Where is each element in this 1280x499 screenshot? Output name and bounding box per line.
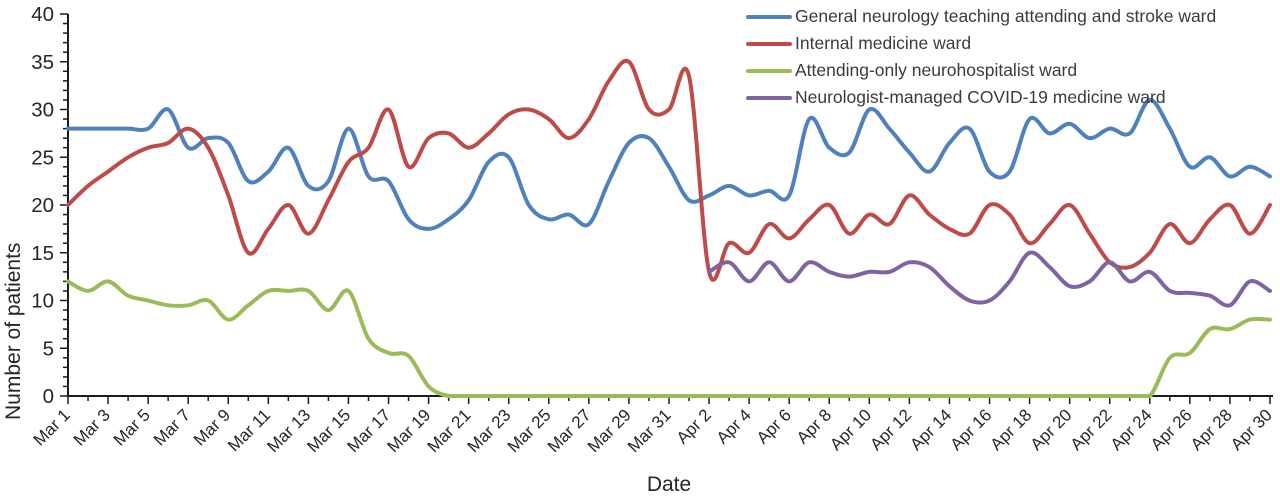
x-tick-label: Apr 4: [713, 405, 755, 447]
legend-item: Internal medicine ward: [746, 30, 1216, 57]
y-axis-title: Number of patients: [2, 242, 25, 420]
y-axis-labels: 0 5 10 15 20 25 30 35 40: [31, 3, 54, 408]
x-tick-label: Apr 22: [1067, 405, 1116, 454]
legend-label: Attending-only neurohospitalist ward: [795, 60, 1078, 80]
x-tick-label: Mar 7: [150, 405, 194, 449]
y-tick-label: 35: [31, 51, 54, 74]
legend-item: Attending-only neurohospitalist ward: [746, 57, 1216, 84]
x-tick-label: Mar 31: [624, 405, 675, 456]
x-tick-label: Mar 27: [544, 405, 595, 456]
x-tick-label: Mar 23: [464, 405, 515, 456]
legend-line-swatch: [746, 41, 792, 46]
x-tick-label: Apr 28: [1187, 405, 1236, 454]
x-tick-label: Mar 3: [70, 405, 114, 449]
legend-line-swatch: [746, 68, 792, 73]
y-tick-label: 40: [31, 3, 54, 26]
x-tick-label: Apr 12: [866, 405, 915, 454]
x-tick-label: Apr 20: [1027, 405, 1076, 454]
x-tick-label: Mar 29: [584, 405, 635, 456]
legend-label: General neurology teaching attending and…: [795, 6, 1217, 26]
x-tick-label: Mar 1: [30, 405, 74, 449]
legend-label: Neurologist-managed COVID-19 medicine wa…: [795, 87, 1166, 107]
legend-line-swatch: [746, 14, 792, 19]
x-tick-label: Mar 13: [263, 405, 314, 456]
x-tick-label: Mar 25: [504, 405, 555, 456]
x-tick-label: Mar 19: [384, 405, 435, 456]
y-tick-label: 15: [31, 242, 54, 265]
series-line-neurologist-managed-covid-19-medicine-wa: [707, 250, 1272, 308]
y-tick-label: 0: [43, 385, 54, 408]
y-tick-label: 30: [31, 99, 54, 122]
chart-legend: General neurology teaching attending and…: [746, 3, 1216, 111]
x-tick-label: Mar 21: [424, 405, 475, 456]
legend-item: Neurologist-managed COVID-19 medicine wa…: [746, 84, 1216, 111]
legend-label: Internal medicine ward: [795, 33, 972, 53]
y-tick-label: 25: [31, 146, 54, 169]
x-tick-label: Apr 6: [753, 405, 795, 447]
x-tick-label: Mar 5: [110, 405, 154, 449]
x-tick-label: Apr 2: [673, 405, 715, 447]
x-tick-label: Mar 15: [303, 405, 354, 456]
series-line-attending-only-neurohospitalist-ward: [66, 279, 1272, 399]
y-tick-label: 10: [31, 290, 54, 313]
x-tick-label: Apr 14: [906, 405, 955, 454]
x-tick-label: Apr 16: [947, 405, 996, 454]
series-line-internal-medicine-ward: [66, 58, 1272, 282]
x-tick-label: Apr 10: [826, 405, 875, 454]
y-tick-label: 20: [31, 194, 54, 217]
legend-item: General neurology teaching attending and…: [746, 3, 1216, 30]
x-tick-label: Apr 30: [1227, 405, 1276, 454]
x-tick-label: Apr 18: [987, 405, 1036, 454]
x-tick-label: Mar 11: [224, 405, 274, 455]
x-axis-title: Date: [646, 473, 692, 496]
x-tick-label: Apr 24: [1107, 405, 1156, 454]
legend-line-swatch: [746, 95, 792, 100]
y-tick-label: 5: [43, 337, 54, 360]
series-line-general-neurology-teaching-attending-and: [66, 97, 1272, 231]
x-tick-label: Apr 26: [1147, 405, 1196, 454]
x-tick-label: Mar 17: [344, 405, 395, 456]
